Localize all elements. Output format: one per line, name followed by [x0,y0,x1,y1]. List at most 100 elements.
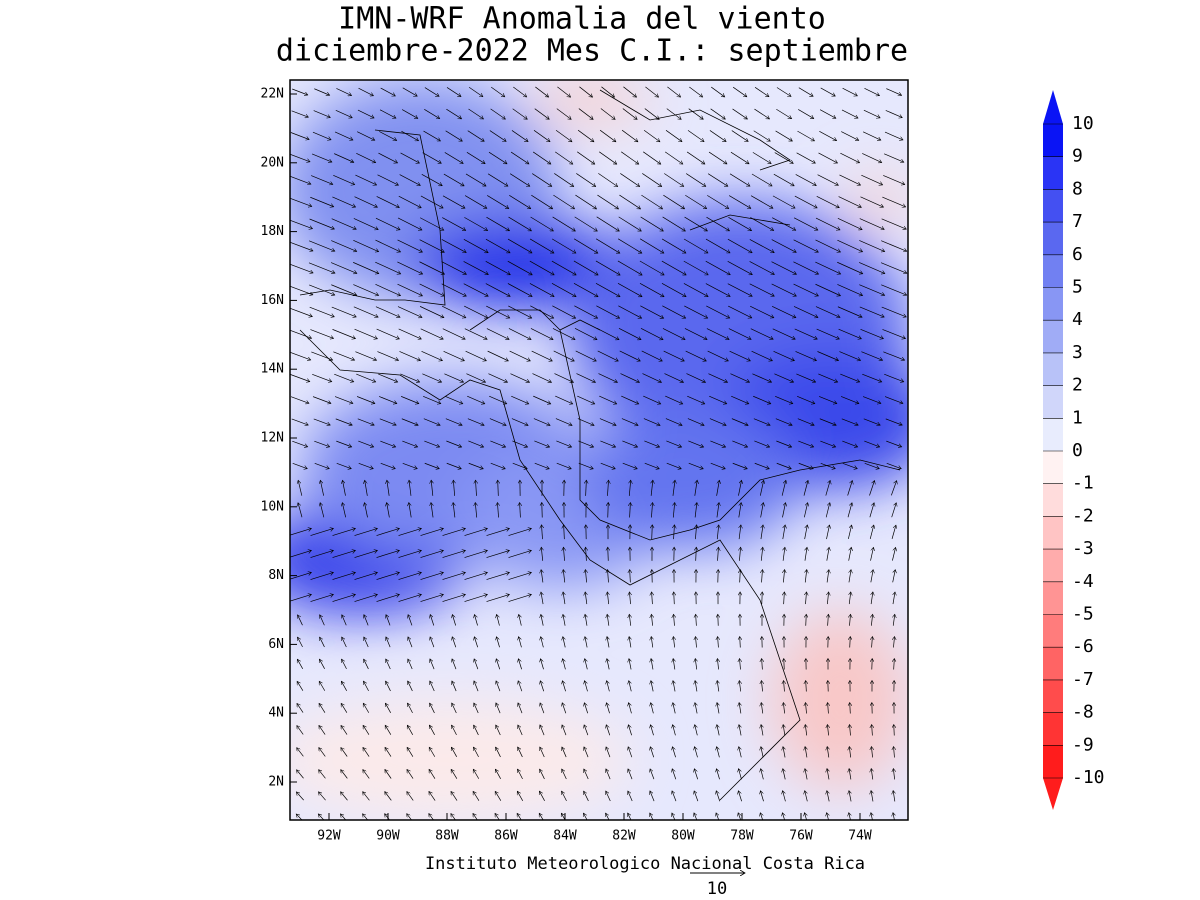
wind-vector [342,615,347,626]
wind-vector [486,594,510,602]
wind-vector [563,637,565,648]
wind-vector [314,440,329,447]
wind-vector [819,109,836,119]
lat-tick-label: 2N [268,775,284,790]
wind-vector [541,637,544,648]
wind-vector [730,373,749,383]
colorbar-label: -8 [1072,702,1094,723]
lat-tick-label: 18N [261,224,284,239]
wind-vector [486,328,509,340]
wind-vector [290,594,312,602]
wind-vector [651,480,653,496]
wind-vector [652,525,653,540]
wind-vector [510,373,529,383]
wind-vector [871,769,873,780]
colorbar-segment [1043,483,1063,517]
wind-vector [384,725,392,735]
wind-vector [863,109,880,118]
wind-vector [290,374,310,381]
wind-vector [783,769,785,780]
wind-vector [664,173,683,187]
wind-vector [607,480,608,496]
wind-vector [333,351,354,360]
wind-vector [606,769,611,780]
wind-vector [665,129,682,141]
wind-vector [717,681,719,692]
wind-vector [362,725,370,735]
wind-vector [298,615,303,626]
wind-vector [885,110,903,117]
wind-vector [797,130,814,141]
wind-vector [409,480,411,496]
wind-vector [376,594,400,602]
wind-vector [452,615,457,626]
wind-vector [689,86,702,97]
wind-vector [331,240,357,252]
wind-vector [781,480,786,496]
wind-vector [695,703,697,714]
wind-vector [847,503,852,518]
wind-vector [508,594,532,602]
lon-tick-label: 78W [730,829,754,844]
wind-vector [598,173,617,186]
colorbar-label: 10 [1072,113,1094,134]
wind-vector [749,261,775,274]
wind-vector [618,328,641,339]
wind-vector [487,350,509,361]
wind-vector [774,152,794,164]
wind-vector [511,418,528,426]
wind-vector [296,814,303,820]
wind-vector [828,703,829,714]
wind-vector [474,637,479,648]
wind-vector [310,550,334,558]
wind-vector [665,395,683,404]
wind-vector [752,373,771,382]
colorbar-label: 6 [1072,244,1083,265]
wind-vector [849,747,850,758]
wind-vector [817,174,839,186]
wind-vector [290,550,312,558]
colorbar-label: -2 [1072,505,1094,526]
wind-vector [452,637,457,648]
wind-vector [599,129,616,142]
wind-vector [804,525,808,540]
wind-vector [353,240,378,251]
wind-vector [871,813,873,820]
wind-vector [474,725,479,736]
wind-vector [375,261,400,274]
wind-vector [431,503,433,518]
wind-vector [841,109,858,118]
wind-vector [709,395,727,404]
wind-vector [805,791,808,802]
wind-vector [885,418,902,425]
wind-vector [402,87,417,96]
wind-vector [490,108,506,119]
wind-vector [841,131,859,141]
wind-vector [796,373,815,382]
wind-vector [533,395,551,404]
wind-vector [608,570,609,583]
wind-vector [623,86,636,97]
wind-vector [540,659,544,670]
wind-vector [687,395,705,404]
wind-vector [311,351,332,360]
wind-vector [750,195,773,209]
wind-vector [354,196,378,208]
wind-vector [717,525,718,540]
wind-vector [663,350,685,361]
wind-vector [400,152,420,163]
wind-vector [423,130,441,141]
wind-vector [664,151,683,164]
wind-vector [783,725,785,736]
wind-vector [578,462,593,469]
wind-vector [684,305,707,318]
wind-vector [716,480,720,496]
wind-vector [489,395,507,404]
wind-vector [290,351,310,360]
wind-vector [320,480,324,496]
wind-vector [629,659,631,670]
wind-vector [297,748,304,757]
wind-vector [673,480,675,496]
wind-vector [585,614,587,626]
wind-vector [842,440,857,447]
